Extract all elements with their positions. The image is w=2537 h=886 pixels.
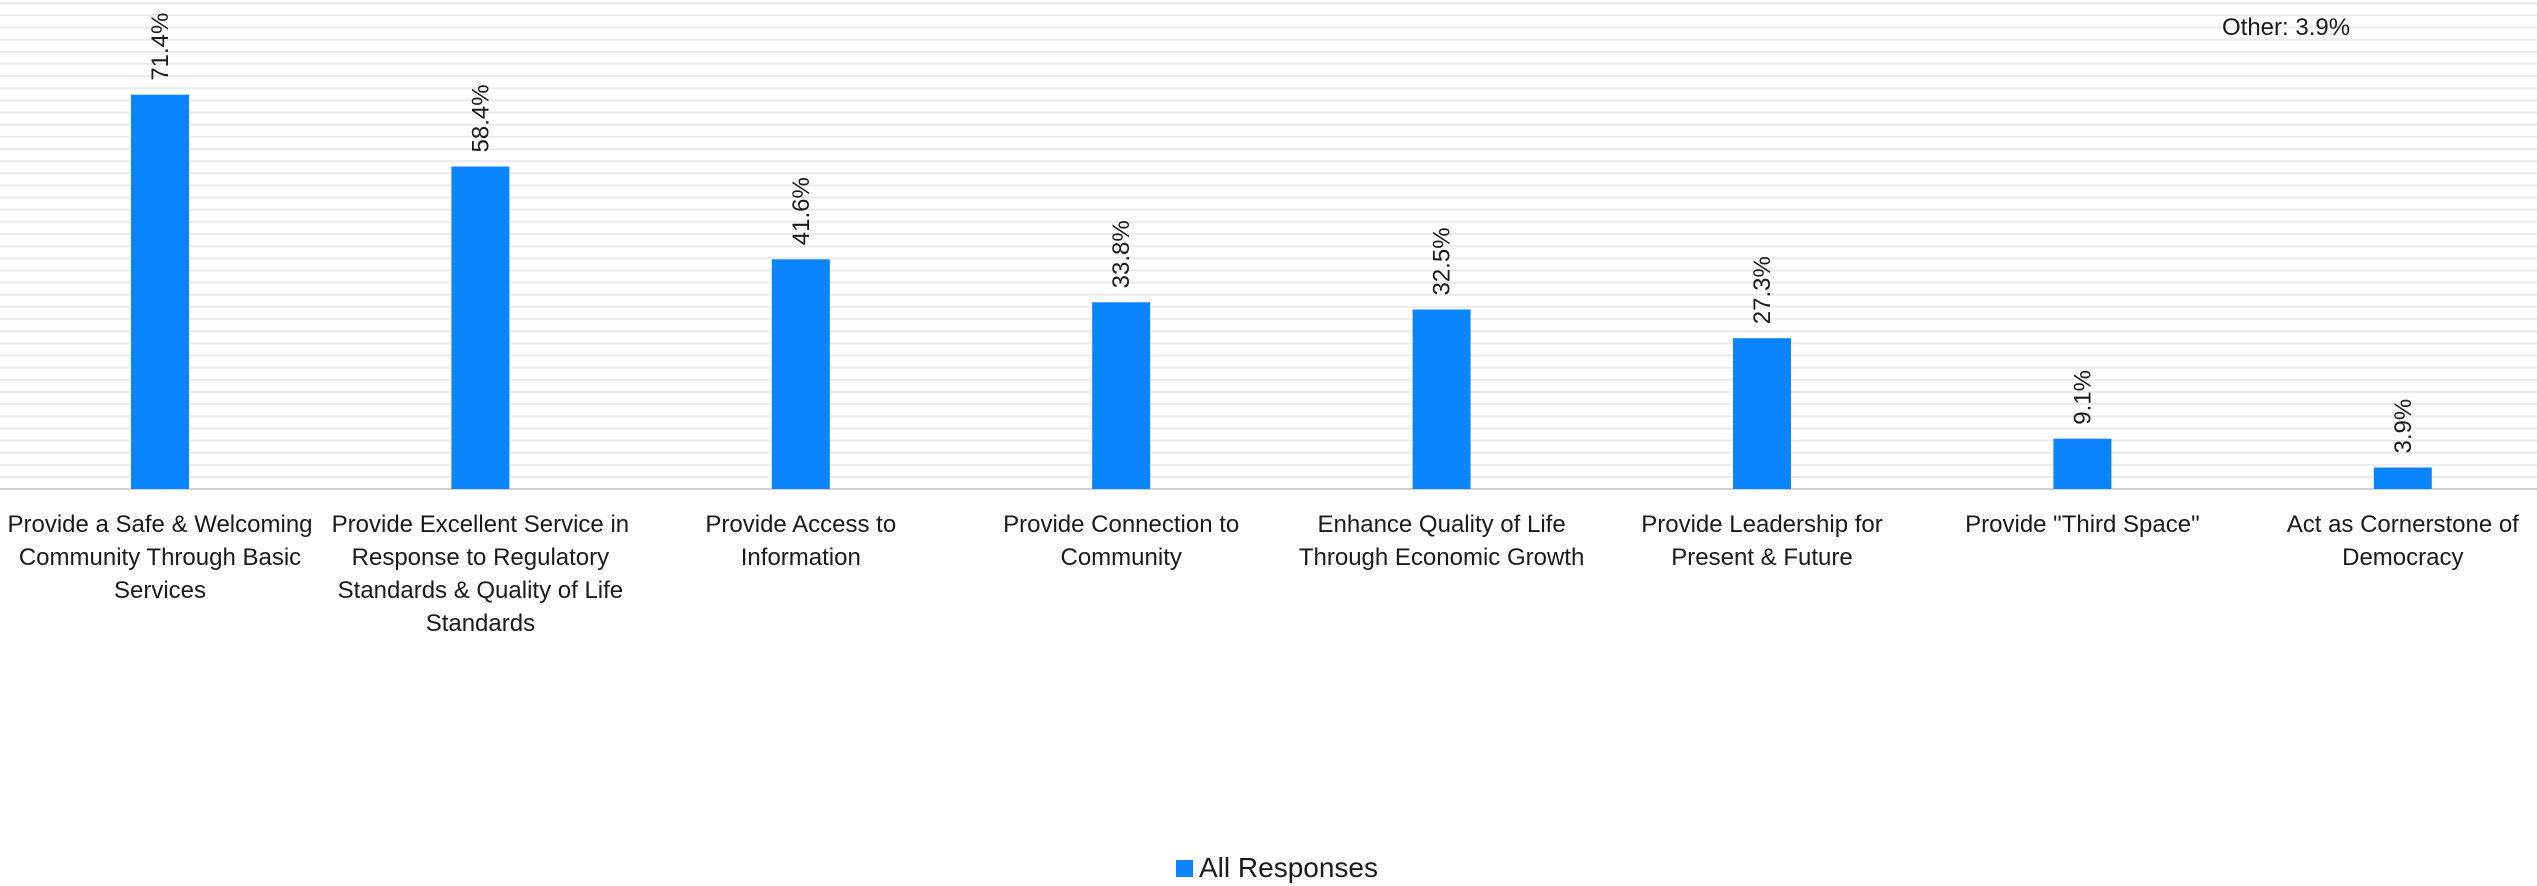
category-label-line: Democracy (2342, 544, 2464, 571)
category-label-line: Provide a Safe & Welcoming (7, 511, 313, 538)
bar (2053, 438, 2112, 489)
category-label-line: Act as Cornerstone of (2286, 511, 2519, 538)
value-label: 71.4% (147, 13, 174, 81)
category-label: Provide Leadership for Present & Future (1603, 508, 1921, 574)
category-label-line: Enhance Quality of Life (1317, 511, 1566, 538)
bar (1412, 309, 1471, 489)
value-label: 32.5% (1429, 227, 1456, 295)
category-label: Provide a Safe & Welcoming Community Thro… (1, 508, 319, 607)
value-label: 27.3% (1749, 256, 1776, 324)
category-label-line: Information (740, 544, 861, 571)
bars (131, 94, 2432, 489)
category-label-line: Standards & Quality of Life (337, 577, 624, 604)
category-label-line: Present & Future (1671, 544, 1853, 571)
category-label-line: Through Economic Growth (1298, 544, 1585, 571)
category-label: Enhance Quality of Life Through Economic … (1283, 508, 1601, 574)
category-label-line: Provide Excellent Service in (331, 511, 630, 538)
value-label: 3.9% (2390, 399, 2417, 454)
value-labels: 71.4% 58.4% 41.6% 33.8% 32.5% 27.3% 9.1% 3.9% (147, 13, 2417, 454)
gridlines (0, 2, 2537, 478)
other-note: Other: 3.9% (2222, 14, 2351, 41)
bar (771, 259, 830, 489)
category-label-line: Provide Connection to (1003, 511, 1240, 538)
value-label: 33.8% (1108, 220, 1135, 288)
value-label: 41.6% (788, 177, 815, 245)
category-label: Provide Connection to Community (962, 508, 1280, 574)
bar (2373, 467, 2432, 489)
legend-label: All Responses (1199, 852, 1378, 883)
category-label-line: Services (113, 577, 207, 604)
category-label-line: Standards (425, 610, 536, 637)
category-label-line: Community (1060, 544, 1182, 571)
bar (1733, 338, 1791, 489)
category-label: Provide Excellent Service in Response to … (321, 508, 639, 640)
bar (131, 94, 189, 489)
category-label-line: Response to Regulatory (351, 544, 610, 571)
category-label-line: Provide "Third Space" (1965, 511, 2200, 538)
category-label-line: Provide Access to (705, 511, 897, 538)
bar (1092, 302, 1151, 489)
legend-swatch (1176, 859, 1193, 877)
category-label-line: Provide Leadership for (1641, 511, 1883, 538)
value-label: 9.1% (2069, 370, 2096, 425)
category-label-line: Community Through Basic (18, 544, 302, 571)
value-label: 58.4% (467, 84, 494, 152)
bar (451, 166, 510, 489)
category-label: Act as Cornerstone of Democracy (2244, 508, 2537, 574)
category-label: Provide Access to Information (642, 508, 960, 574)
legend: All Responses (1176, 852, 1378, 884)
category-label: Provide "Third Space" (1923, 508, 2241, 541)
